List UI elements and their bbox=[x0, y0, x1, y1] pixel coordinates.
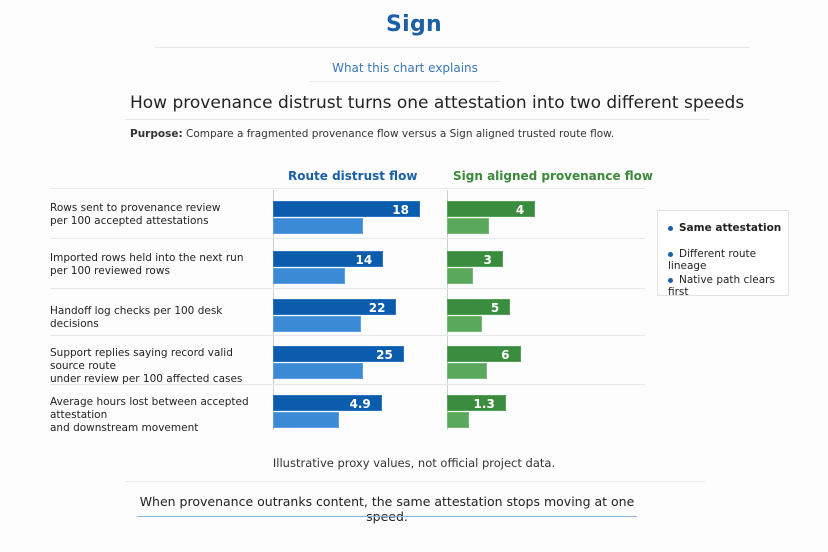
data-label: 6 bbox=[501, 348, 510, 362]
data-label: 18 bbox=[392, 203, 409, 217]
bar-aligned-secondary bbox=[447, 316, 483, 332]
legend: Same attestation Different route lineage… bbox=[657, 210, 789, 298]
takeaway-text: When provenance outranks content, the sa… bbox=[139, 494, 635, 524]
bar-aligned-primary: 3 bbox=[447, 251, 503, 267]
row-label: Average hours lost between accepted atte… bbox=[50, 396, 265, 435]
bar-aligned-primary: 1.3 bbox=[447, 395, 506, 411]
row-label-line: and downstream movement bbox=[50, 422, 199, 434]
subheading: What this chart explains bbox=[332, 61, 478, 75]
brand-title: Sign bbox=[386, 12, 442, 37]
data-label: 5 bbox=[490, 301, 500, 315]
row-label-line: Handoff log checks per 100 desk decision… bbox=[50, 305, 223, 330]
bar-distrust-primary: 4.9 bbox=[273, 395, 382, 411]
bullet-icon bbox=[668, 251, 673, 257]
row-label-line: per 100 reviewed rows bbox=[50, 265, 170, 277]
divider bbox=[155, 47, 750, 48]
data-label: 4 bbox=[515, 203, 525, 217]
bar-aligned-secondary bbox=[447, 218, 490, 234]
disclaimer-note: Illustrative proxy values, not official … bbox=[272, 456, 556, 470]
series-header-aligned: Sign aligned provenance flow bbox=[453, 169, 653, 183]
bar-distrust-secondary bbox=[273, 218, 363, 234]
data-label: 14 bbox=[355, 253, 373, 267]
bar-aligned-primary: 4 bbox=[447, 201, 536, 217]
row-divider bbox=[50, 384, 645, 385]
bullet-icon bbox=[668, 225, 673, 231]
bar-aligned-primary: 5 bbox=[447, 299, 511, 315]
legend-item: Native path clears first bbox=[668, 274, 788, 298]
row-label: Handoff log checks per 100 desk decision… bbox=[50, 305, 265, 331]
row-label-line: Imported rows held into the next run bbox=[50, 252, 244, 264]
series-header-distrust: Route distrust flow bbox=[288, 169, 418, 183]
bar-aligned-secondary bbox=[447, 363, 487, 379]
bar-aligned-secondary bbox=[447, 412, 469, 428]
row-label: Support replies saying record valid sour… bbox=[50, 347, 265, 386]
bar-aligned-secondary bbox=[447, 268, 473, 284]
row-label-line: Average hours lost between accepted atte… bbox=[50, 396, 249, 421]
bullet-icon bbox=[668, 277, 673, 283]
row-label-line: under review per 100 affected cases bbox=[50, 373, 243, 385]
bar-distrust-secondary bbox=[273, 316, 361, 332]
bar-distrust-secondary bbox=[273, 363, 364, 379]
bar-distrust-primary: 18 bbox=[273, 201, 420, 217]
row-label-line: Rows sent to provenance review bbox=[50, 202, 221, 214]
purpose-label: Purpose: bbox=[130, 128, 183, 140]
row-label: Imported rows held into the next run per … bbox=[50, 252, 265, 278]
legend-item: Same attestation bbox=[668, 222, 781, 234]
legend-item: Different route lineage bbox=[668, 248, 788, 272]
bar-distrust-secondary bbox=[273, 268, 345, 284]
legend-label: Same attestation bbox=[679, 222, 782, 234]
bar-distrust-primary: 25 bbox=[273, 346, 404, 362]
divider bbox=[310, 81, 500, 82]
header-divider bbox=[50, 188, 645, 189]
row-divider bbox=[50, 288, 645, 289]
chart-title: How provenance distrust turns one attest… bbox=[130, 93, 745, 113]
bar-distrust-primary: 14 bbox=[273, 251, 384, 267]
bar-distrust-primary: 22 bbox=[273, 299, 397, 315]
divider bbox=[125, 119, 710, 120]
data-label: 3 bbox=[483, 253, 492, 267]
data-label: 4.9 bbox=[349, 397, 371, 411]
data-label: 25 bbox=[376, 348, 393, 362]
bar-distrust-secondary bbox=[273, 412, 340, 428]
purpose-body: Compare a fragmented provenance flow ver… bbox=[186, 128, 615, 140]
row-label-line: Support replies saying record valid sour… bbox=[50, 347, 233, 372]
data-label: 22 bbox=[368, 301, 386, 315]
row-divider bbox=[50, 238, 645, 239]
row-label: Rows sent to provenance review per 100 ac… bbox=[50, 202, 265, 228]
bar-aligned-primary: 6 bbox=[447, 346, 521, 362]
row-label-line: per 100 accepted attestations bbox=[50, 215, 209, 227]
takeaway-underline bbox=[137, 516, 637, 517]
divider bbox=[125, 481, 705, 482]
purpose-text: Purpose: Compare a fragmented provenance… bbox=[130, 128, 614, 140]
legend-label: Different route lineage bbox=[668, 248, 757, 272]
data-label: 1.3 bbox=[473, 397, 495, 411]
legend-label: Native path clears first bbox=[668, 274, 775, 298]
row-divider bbox=[50, 335, 645, 336]
